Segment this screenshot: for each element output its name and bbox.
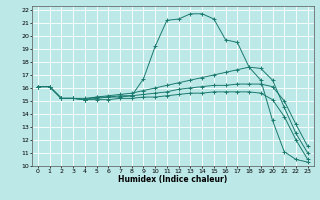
- X-axis label: Humidex (Indice chaleur): Humidex (Indice chaleur): [118, 175, 228, 184]
